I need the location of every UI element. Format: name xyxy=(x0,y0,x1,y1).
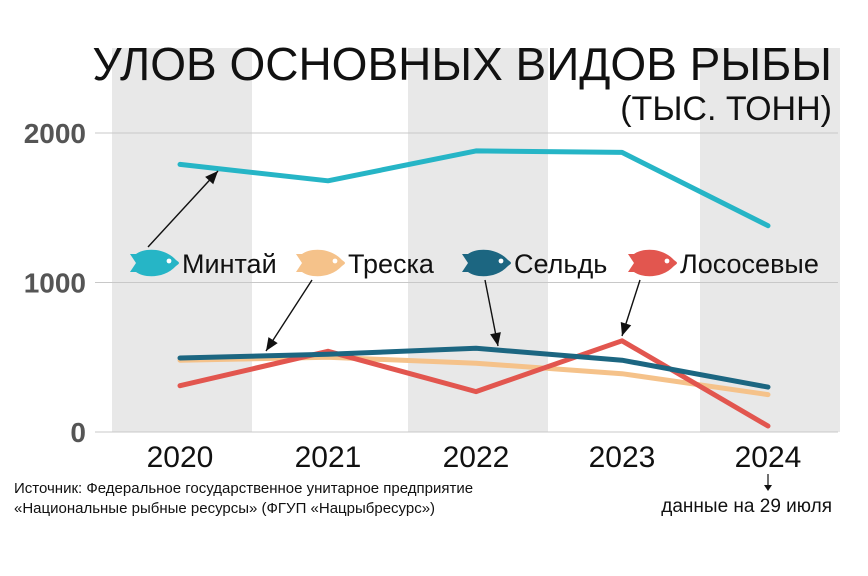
fish-body xyxy=(296,249,345,277)
x-tick-2024: 2024 xyxy=(735,441,802,474)
source-line-2: «Национальные рыбные ресурсы» (ФГУП «Нац… xyxy=(14,500,435,517)
x-tick-2023: 2023 xyxy=(589,441,656,474)
x-axis-ticks: 2020 2021 2022 2023 2024 xyxy=(147,441,802,474)
fish-body xyxy=(130,249,179,277)
legend: Минтай Треска Сельдь Лососевые xyxy=(130,249,819,279)
fish-icon xyxy=(130,249,179,277)
arrow-mintai-head xyxy=(205,171,218,185)
arrow-lososevye-head xyxy=(620,321,632,336)
y-tick-0: 0 xyxy=(70,417,86,448)
arrow-treska-line xyxy=(265,279,313,352)
fish-eye xyxy=(664,258,670,264)
fish-icon xyxy=(628,249,677,277)
date-note: данные на 29 июля xyxy=(661,496,832,517)
x-tick-2021: 2021 xyxy=(295,441,362,474)
fish-icon xyxy=(296,249,345,277)
legend-label-3: Лососевые xyxy=(680,249,819,279)
note-arrow-head xyxy=(764,485,772,491)
fish-icon xyxy=(462,249,511,277)
y-tick-2000: 2000 xyxy=(24,118,86,149)
gridlines xyxy=(95,132,838,433)
series-lines xyxy=(177,148,771,429)
arrow-seld-head xyxy=(490,332,501,346)
chart-subtitle: (ТЫС. ТОНН) xyxy=(620,90,832,128)
band-2024 xyxy=(700,48,840,432)
fish-body xyxy=(628,249,677,277)
fish-body xyxy=(462,249,511,277)
legend-label-1: Треска xyxy=(348,249,435,279)
chart-title: УЛОВ ОСНОВНЫХ ВИДОВ РЫБЫ xyxy=(92,38,832,90)
x-tick-2020: 2020 xyxy=(147,441,214,474)
fish-eye xyxy=(332,258,338,264)
legend-label-0: Минтай xyxy=(182,249,277,279)
legend-label-2: Сельдь xyxy=(514,249,607,279)
y-tick-1000: 1000 xyxy=(24,268,86,299)
band-2020 xyxy=(112,48,252,432)
x-tick-2022: 2022 xyxy=(443,441,510,474)
fish-eye xyxy=(166,258,172,264)
arrow-treska-head xyxy=(266,337,278,351)
legend-arrows xyxy=(147,170,641,352)
y-axis-ticks: 0 1000 2000 xyxy=(24,118,86,448)
arrow-mintai-line xyxy=(147,170,219,248)
source-line-1: Источник: Федеральное государственное ун… xyxy=(14,480,473,497)
background-bands xyxy=(112,48,840,432)
fish-eye xyxy=(498,258,504,264)
